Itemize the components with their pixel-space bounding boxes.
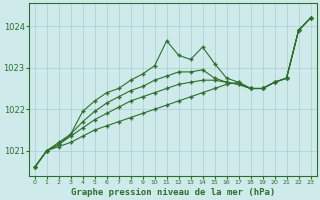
- X-axis label: Graphe pression niveau de la mer (hPa): Graphe pression niveau de la mer (hPa): [70, 188, 275, 197]
